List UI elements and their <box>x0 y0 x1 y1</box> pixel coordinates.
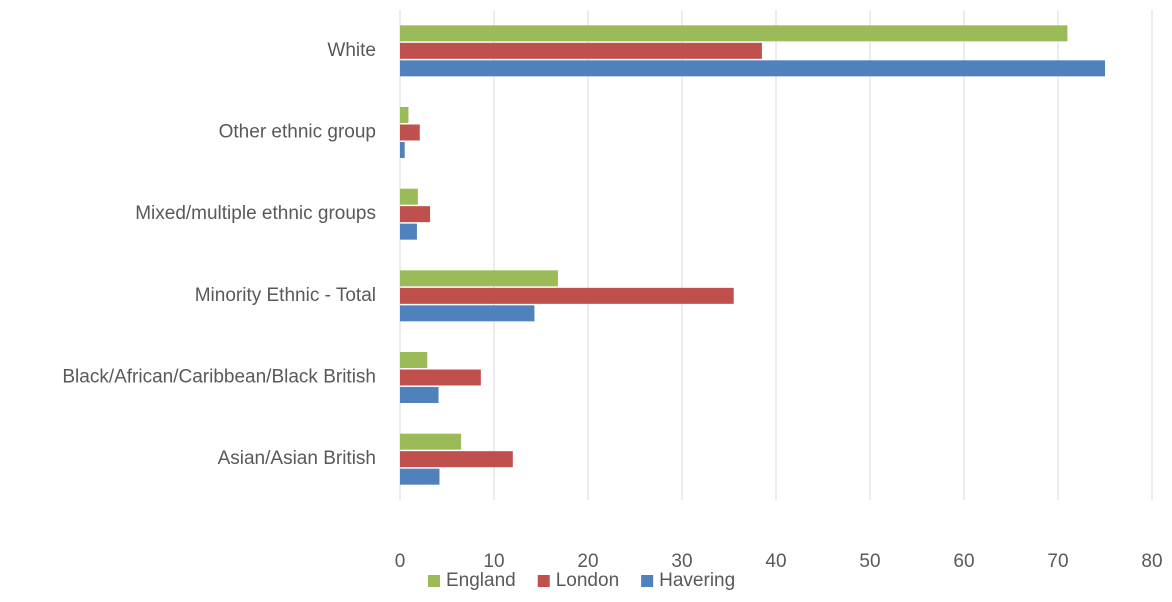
category-label: Minority Ethnic - Total <box>195 285 376 306</box>
legend-swatch <box>428 575 440 587</box>
bar-london-5 <box>400 451 513 468</box>
x-tick-label: 50 <box>859 551 880 572</box>
legend-swatch <box>537 575 550 587</box>
category-label: Black/African/Caribbean/Black British <box>62 367 376 388</box>
x-tick-label: 80 <box>1141 551 1162 572</box>
bar-london-1 <box>400 124 420 141</box>
x-tick-label: 10 <box>483 551 504 572</box>
x-tick-label: 40 <box>765 551 786 572</box>
bars <box>400 25 1105 485</box>
bar-havering-5 <box>400 468 440 485</box>
bar-england-2 <box>400 188 418 205</box>
bar-london-0 <box>400 42 762 59</box>
bar-england-3 <box>400 270 558 287</box>
bar-london-3 <box>400 287 734 304</box>
legend-item-england: England <box>428 570 516 591</box>
bar-havering-3 <box>400 305 535 322</box>
legend-label: Havering <box>659 570 735 591</box>
legend-item-havering: Havering <box>641 570 735 591</box>
bar-england-0 <box>400 25 1068 42</box>
x-tick-label: 70 <box>1047 551 1068 572</box>
x-tick-label: 20 <box>577 551 598 572</box>
x-axis-ticks: 0 10 20 30 40 50 60 70 80 <box>395 551 1163 572</box>
legend-swatch <box>641 575 654 587</box>
bar-england-4 <box>400 352 428 368</box>
category-labels: White Other ethnic group Mixed/multiple et… <box>62 40 376 469</box>
x-tick-label: 60 <box>953 551 974 572</box>
gridlines <box>399 10 1153 500</box>
category-label: Other ethnic group <box>219 122 376 143</box>
bar-havering-2 <box>400 223 417 240</box>
category-label: Asian/Asian British <box>218 448 376 469</box>
x-tick-label: 0 <box>395 551 406 572</box>
bar-england-5 <box>400 433 462 450</box>
bar-havering-0 <box>400 60 1105 77</box>
legend-label: London <box>556 570 619 591</box>
bar-havering-1 <box>400 142 405 158</box>
bar-england-1 <box>400 107 409 123</box>
legend: England London Havering <box>428 570 735 591</box>
legend-label: England <box>446 570 516 591</box>
bar-london-4 <box>400 369 481 386</box>
bar-havering-4 <box>400 387 439 403</box>
category-label: Mixed/multiple ethnic groups <box>135 203 376 224</box>
bar-london-2 <box>400 206 431 223</box>
category-label: White <box>327 40 376 61</box>
x-tick-label: 30 <box>671 551 692 572</box>
legend-item-london: London <box>537 570 619 591</box>
